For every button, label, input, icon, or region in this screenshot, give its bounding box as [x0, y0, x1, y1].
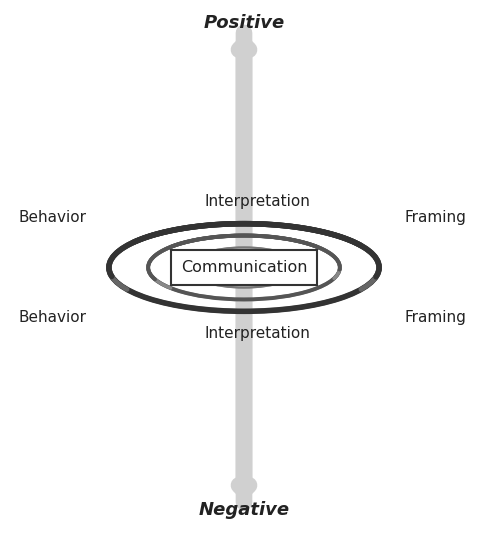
FancyBboxPatch shape	[170, 250, 318, 285]
Text: Communication: Communication	[181, 260, 307, 275]
Text: Framing: Framing	[405, 310, 467, 325]
Text: Negative: Negative	[199, 501, 289, 518]
Text: Interpretation: Interpretation	[205, 194, 311, 209]
Text: Framing: Framing	[405, 210, 467, 225]
Text: Interpretation: Interpretation	[205, 326, 311, 341]
Text: Positive: Positive	[203, 14, 285, 32]
Text: Behavior: Behavior	[19, 210, 86, 225]
Text: Behavior: Behavior	[19, 310, 86, 325]
